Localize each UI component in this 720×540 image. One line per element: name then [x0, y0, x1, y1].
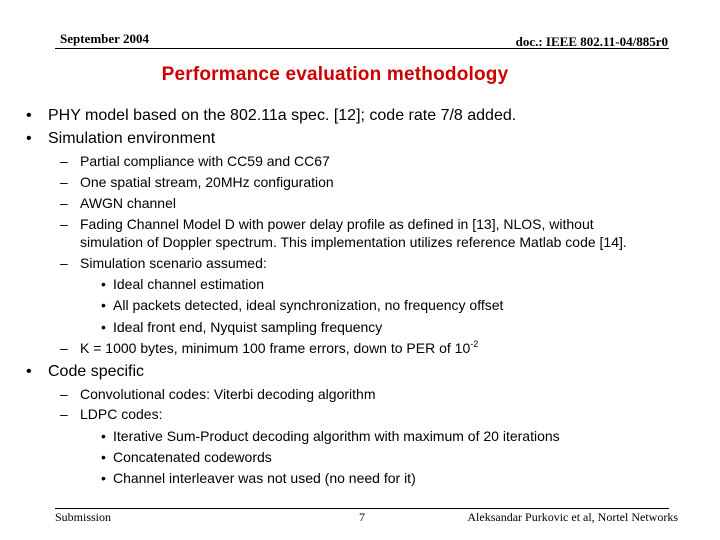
sub-item: One spatial stream, 20MHz configuration [80, 174, 334, 190]
bullet-marker: • [101, 449, 106, 465]
sub-item: AWGN channel [80, 195, 176, 211]
bullet-marker: • [101, 428, 106, 444]
sub-item: LDPC codes: [80, 406, 163, 422]
sub-item: Convolutional codes: Viterbi decoding al… [80, 386, 376, 402]
header-doc-id: doc.: IEEE 802.11-04/885r0 [515, 34, 668, 49]
sub-item: Fading Channel Model D with power delay … [80, 216, 594, 232]
bullet-marker: • [26, 363, 32, 380]
footer-submission: Submission [55, 510, 112, 524]
sub-item: Simulation scenario assumed: [80, 255, 267, 271]
bullet-phy-model: PHY model based on the 802.11a spec. [12… [48, 107, 517, 124]
footer-author: Aleksandar Purkovic et al, Nortel Networ… [467, 510, 678, 524]
bullet-marker: • [101, 470, 106, 486]
dash-marker: – [60, 174, 68, 190]
footer-page-number: 7 [359, 510, 365, 524]
slide-title: Performance evaluation methodology [161, 64, 509, 85]
sub-sub-item: Iterative Sum-Product decoding algorithm… [113, 428, 560, 444]
bullet-marker: • [101, 276, 106, 292]
bullet-marker: • [26, 130, 32, 147]
header-rule [55, 48, 669, 49]
sub-sub-item: Ideal front end, Nyquist sampling freque… [113, 319, 383, 335]
sub-item-continuation: simulation of Doppler spectrum. This imp… [80, 234, 627, 250]
sub-item: Partial compliance with CC59 and CC67 [80, 153, 330, 169]
superscript-exponent: -2 [470, 339, 479, 349]
dash-marker: – [60, 153, 68, 169]
bullet-marker: • [101, 297, 106, 313]
bullet-simulation-environment: Simulation environment [48, 130, 216, 147]
bullet-code-specific: Code specific [48, 363, 145, 380]
sub-item-k: K = 1000 bytes, minimum 100 frame errors… [80, 339, 479, 357]
dash-marker: – [60, 406, 68, 422]
bullet-marker: • [101, 319, 106, 335]
sub-item-k-text: K = 1000 bytes, minimum 100 frame errors… [80, 340, 471, 356]
sub-sub-item: Concatenated codewords [113, 449, 272, 465]
dash-marker: – [60, 386, 68, 402]
dash-marker: – [60, 255, 68, 271]
dash-marker: – [60, 195, 68, 211]
sub-sub-item: All packets detected, ideal synchronizat… [113, 297, 504, 313]
dash-marker: – [60, 340, 68, 356]
sub-sub-item: Channel interleaver was not used (no nee… [113, 470, 416, 486]
header-date: September 2004 [60, 31, 149, 46]
dash-marker: – [60, 216, 68, 232]
bullet-marker: • [26, 107, 32, 124]
footer-rule [55, 508, 669, 509]
sub-sub-item: Ideal channel estimation [113, 276, 264, 292]
